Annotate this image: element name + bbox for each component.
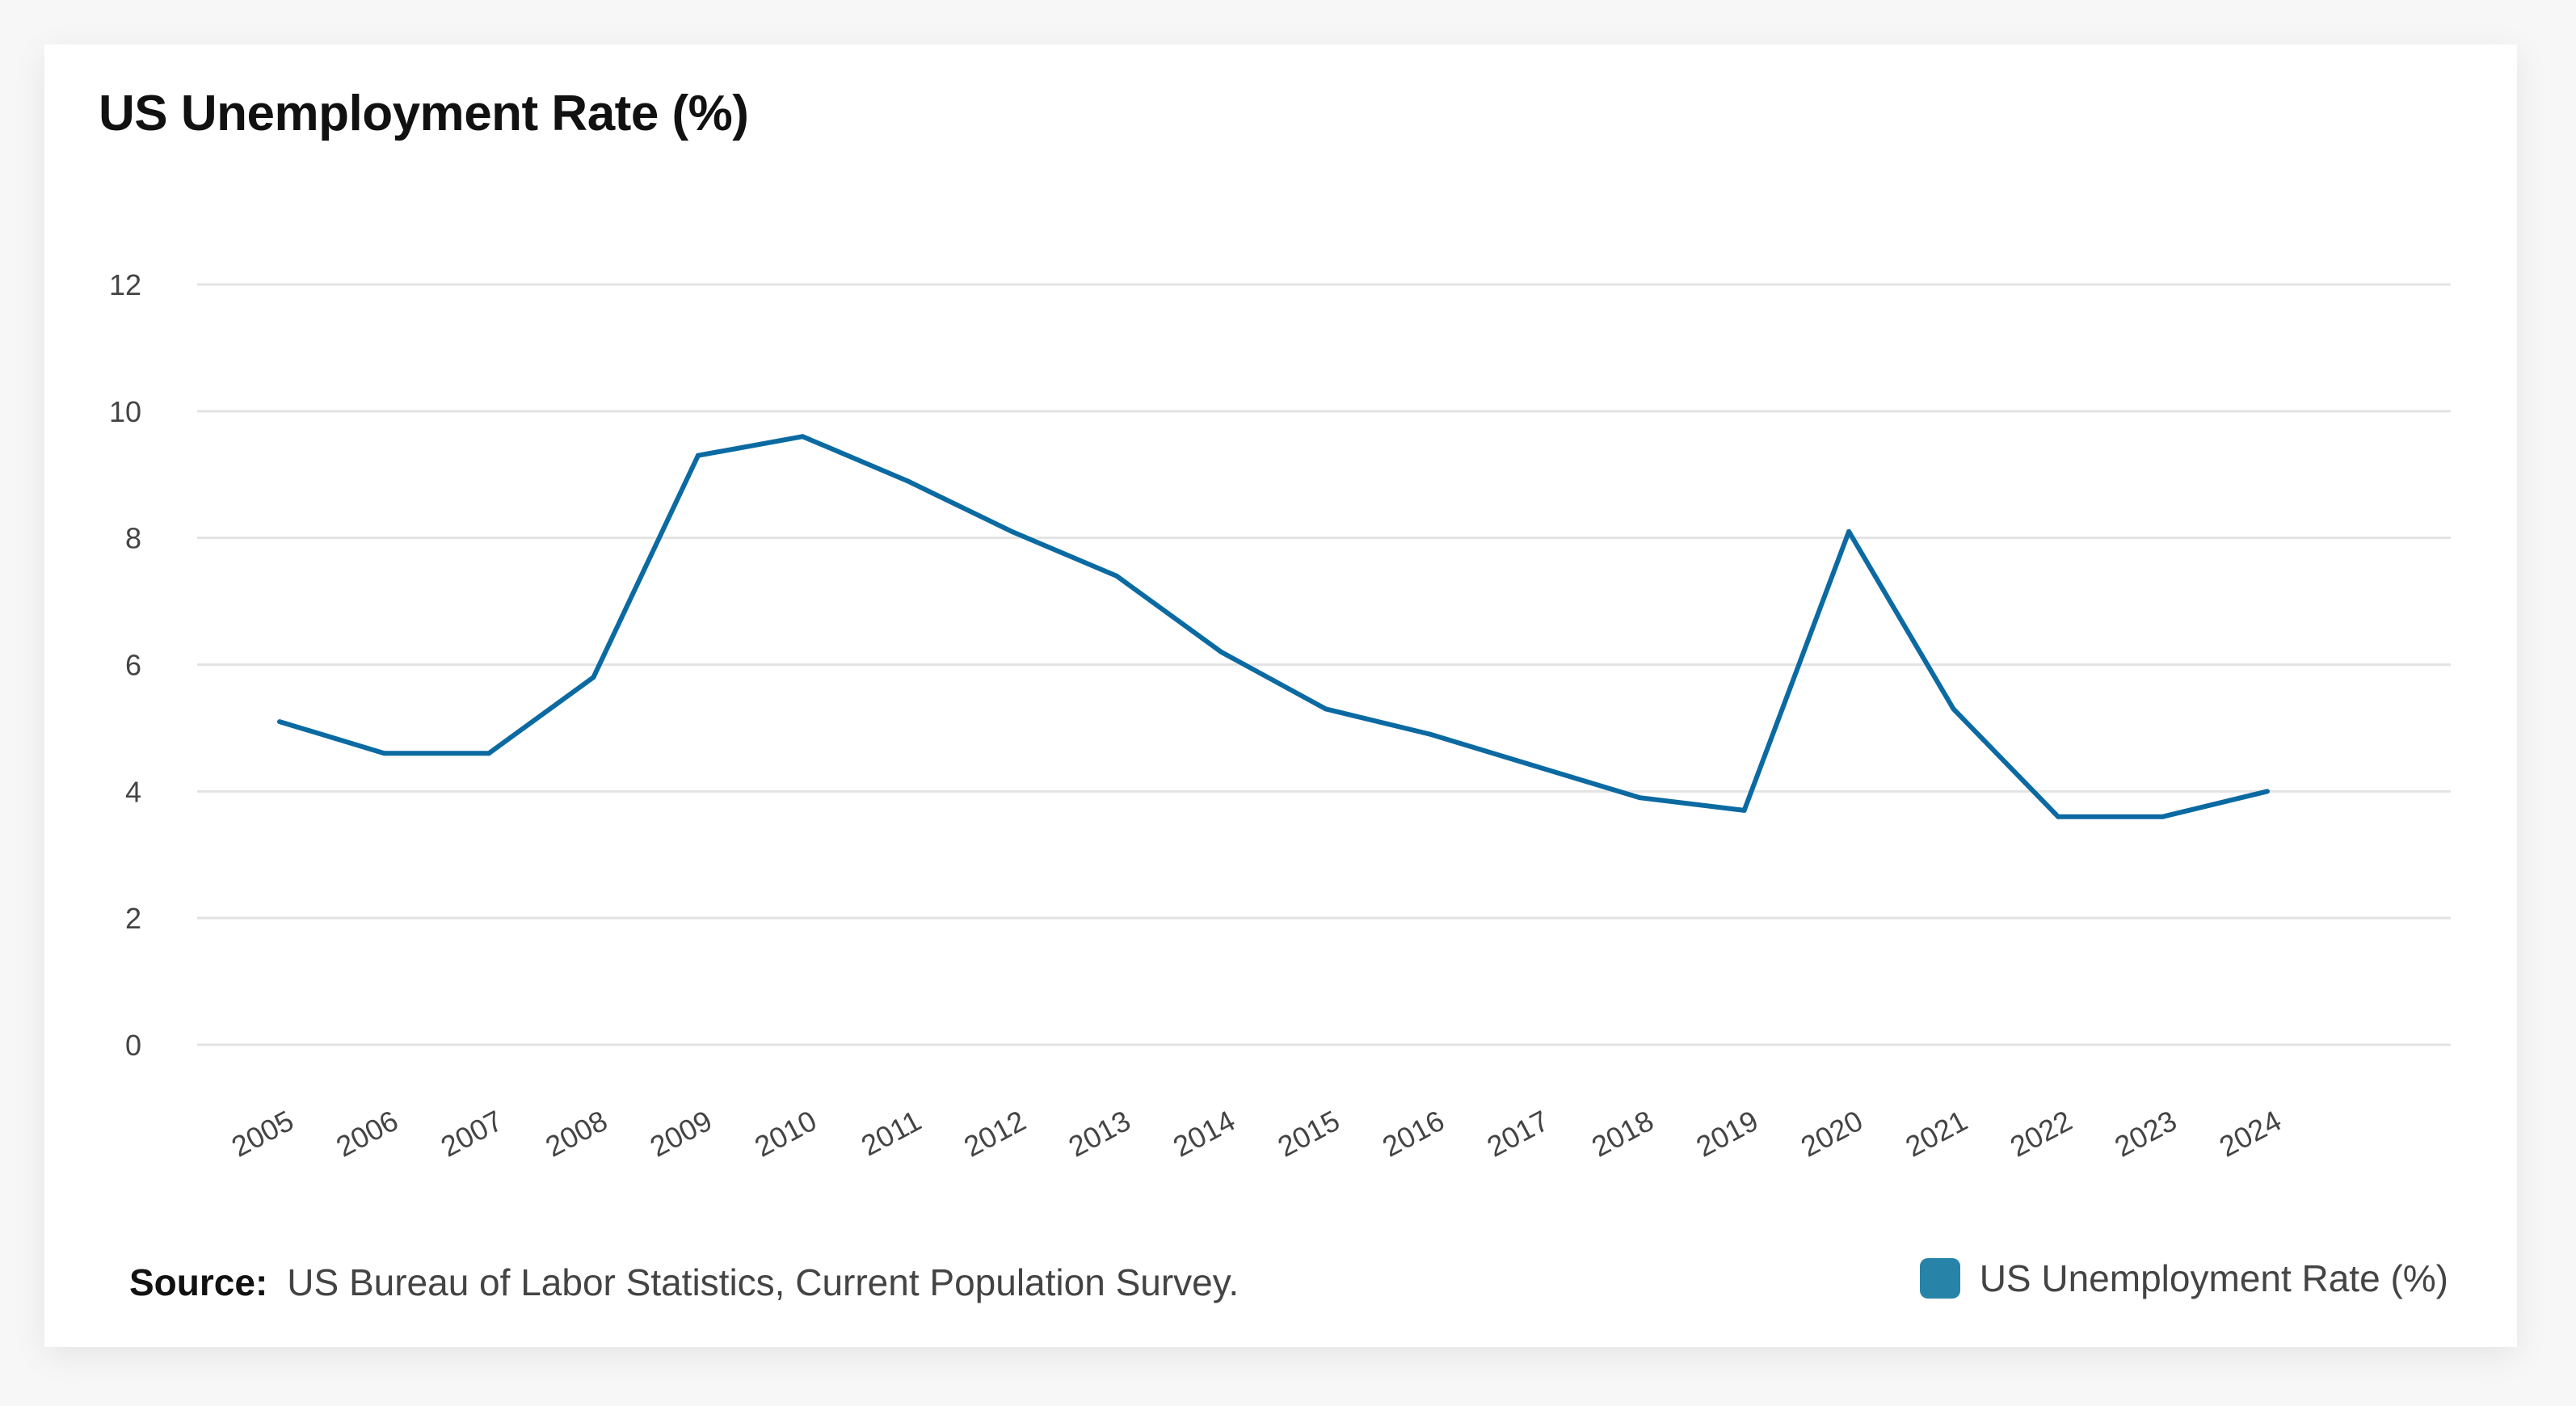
data-point[interactable]	[277, 719, 282, 725]
x-tick-label: 2023	[2109, 1104, 2182, 1164]
x-tick-label: 2017	[1481, 1104, 1554, 1164]
data-point[interactable]	[1741, 807, 1747, 813]
data-point[interactable]	[1951, 706, 1956, 712]
data-point[interactable]	[1113, 573, 1119, 579]
x-tick-label: 2015	[1273, 1104, 1345, 1164]
legend-label: US Unemployment Rate (%)	[1979, 1257, 2448, 1299]
data-point[interactable]	[1532, 763, 1538, 768]
x-tick-label: 2006	[330, 1104, 403, 1164]
data-point[interactable]	[1846, 528, 1852, 534]
x-tick-label: 2022	[2005, 1104, 2077, 1164]
y-tick-label: 0	[125, 1029, 141, 1062]
chart-card: US Unemployment Rate (%) 0 2 4 6 8 10 12 2005 20…	[44, 44, 2517, 1347]
source-note: Source: US Bureau of Labor Statistics, Cu…	[129, 1261, 1239, 1304]
data-point[interactable]	[1009, 528, 1015, 534]
x-tick-label: 2024	[2214, 1104, 2287, 1164]
x-tick-label: 2019	[1690, 1104, 1763, 1164]
x-tick-label: 2008	[540, 1104, 612, 1164]
y-tick-label: 2	[125, 902, 141, 935]
data-point[interactable]	[591, 675, 596, 680]
line-chart: 0 2 4 6 8 10 12 2005 2006 2007 2008 2009 2010 2011 201…	[109, 268, 2451, 1164]
x-tick-label: 2018	[1586, 1104, 1659, 1164]
x-tick-label: 2007	[436, 1104, 508, 1164]
y-tick-label: 8	[125, 522, 141, 555]
data-point[interactable]	[486, 751, 491, 756]
y-tick-label: 10	[109, 395, 141, 428]
x-tick-label: 2009	[645, 1104, 718, 1164]
x-tick-label: 2014	[1168, 1104, 1240, 1164]
x-tick-label: 2020	[1795, 1104, 1868, 1164]
legend-swatch	[1919, 1258, 1960, 1299]
data-point[interactable]	[2160, 814, 2166, 819]
x-tick-label: 2011	[856, 1104, 927, 1163]
y-tick-label: 4	[125, 775, 141, 808]
y-tick-label: 6	[125, 649, 141, 682]
source-label: Source:	[129, 1261, 268, 1303]
data-point[interactable]	[1219, 649, 1224, 655]
data-point[interactable]	[381, 751, 387, 756]
series-line	[279, 434, 2268, 819]
source-text: US Bureau of Labor Statistics, Current P…	[287, 1261, 1240, 1303]
x-tick-label: 2016	[1377, 1104, 1450, 1164]
x-tick-label: 2013	[1063, 1104, 1136, 1164]
data-point[interactable]	[904, 478, 910, 484]
data-point[interactable]	[695, 453, 701, 458]
x-tick-label: 2010	[749, 1104, 822, 1164]
data-point[interactable]	[2265, 789, 2270, 794]
data-point[interactable]	[1323, 706, 1328, 712]
x-tick-label: 2021	[1900, 1104, 1972, 1164]
chart-title: US Unemployment Rate (%)	[99, 86, 749, 141]
x-tick-label: 2005	[226, 1104, 299, 1164]
data-point[interactable]	[800, 434, 806, 440]
data-point[interactable]	[1637, 795, 1643, 801]
x-tick-label: 2012	[958, 1104, 1031, 1164]
data-point[interactable]	[2056, 814, 2061, 819]
data-point[interactable]	[1428, 731, 1433, 737]
y-tick-label: 12	[109, 268, 141, 301]
legend[interactable]: US Unemployment Rate (%)	[1919, 1257, 2448, 1300]
